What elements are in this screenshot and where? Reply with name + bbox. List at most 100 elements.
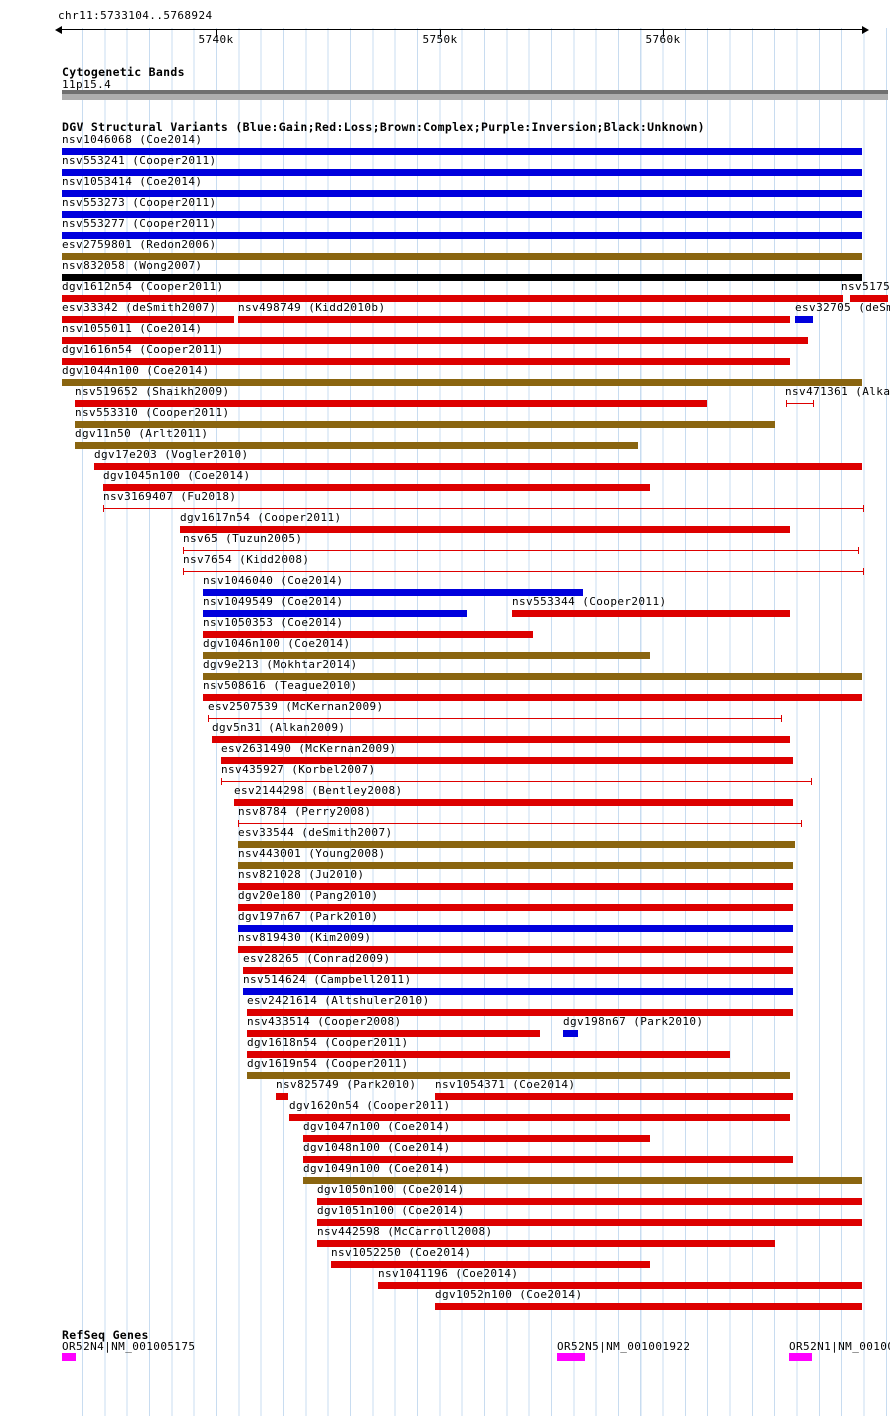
variant-bar[interactable] — [435, 1093, 793, 1100]
variant-bar[interactable] — [303, 1135, 650, 1142]
variant-bar[interactable] — [221, 778, 812, 785]
variant-bar[interactable] — [238, 904, 793, 911]
variant-label: dgv1051n100 (Coe2014) — [317, 1204, 465, 1217]
variant-label: dgv1616n54 (Cooper2011) — [62, 343, 224, 356]
variant-bar[interactable] — [103, 505, 864, 512]
variant-bar[interactable] — [75, 442, 638, 449]
variant-label: dgv1050n100 (Coe2014) — [317, 1183, 465, 1196]
variant-bar[interactable] — [208, 715, 782, 722]
variant-bar[interactable] — [203, 694, 862, 701]
variant-label: dgv198n67 (Park2010) — [563, 1015, 704, 1028]
variant-bar[interactable] — [62, 232, 862, 239]
variant-bar[interactable] — [62, 316, 234, 323]
variant-bar[interactable] — [221, 757, 793, 764]
variant-bar[interactable] — [317, 1219, 862, 1226]
variant-line — [787, 403, 813, 404]
variant-bar[interactable] — [203, 610, 467, 617]
variant-bar[interactable] — [563, 1030, 578, 1037]
variant-bar[interactable] — [435, 1303, 862, 1310]
gene-box[interactable] — [789, 1353, 812, 1361]
variant-bar[interactable] — [238, 946, 793, 953]
variant-label: esv28265 (Conrad2009) — [243, 952, 391, 965]
variant-bar[interactable] — [62, 295, 843, 302]
ruler-tick-label: 5760k — [645, 33, 681, 46]
variant-bar[interactable] — [243, 988, 793, 995]
variant-label: nsv65 (Tuzun2005) — [183, 532, 303, 545]
variant-label: dgv1048n100 (Coe2014) — [303, 1141, 451, 1154]
variant-label: dgv1620n54 (Cooper2011) — [289, 1099, 451, 1112]
variant-bar[interactable] — [238, 883, 793, 890]
variant-label: esv2144298 (Bentley2008) — [234, 784, 403, 797]
gene-box[interactable] — [557, 1353, 585, 1361]
variant-bar[interactable] — [247, 1030, 540, 1037]
variant-bar[interactable] — [238, 925, 793, 932]
variant-bar[interactable] — [203, 673, 862, 680]
variant-bar[interactable] — [62, 148, 862, 155]
variant-bar[interactable] — [62, 253, 862, 260]
variant-bar[interactable] — [212, 736, 790, 743]
variant-bar[interactable] — [62, 337, 808, 344]
variant-bar[interactable] — [203, 631, 533, 638]
variant-label: dgv17e203 (Vogler2010) — [94, 448, 249, 461]
variant-bar[interactable] — [247, 1051, 730, 1058]
ruler-tick-mark — [440, 30, 441, 37]
variant-bar[interactable] — [850, 295, 888, 302]
variant-bar[interactable] — [243, 967, 793, 974]
dgv-section-title: DGV Structural Variants (Blue:Gain;Red:L… — [62, 120, 705, 134]
variant-bar[interactable] — [94, 463, 862, 470]
variant-bar[interactable] — [378, 1282, 862, 1289]
variant-bar[interactable] — [238, 862, 793, 869]
variant-bar[interactable] — [203, 652, 650, 659]
variant-label: dgv1047n100 (Coe2014) — [303, 1120, 451, 1133]
ruler-line — [62, 29, 862, 30]
variant-bar[interactable] — [247, 1009, 793, 1016]
variant-bar[interactable] — [247, 1072, 790, 1079]
variant-bar[interactable] — [303, 1156, 793, 1163]
variant-bar[interactable] — [276, 1093, 288, 1100]
variant-bar[interactable] — [238, 820, 802, 827]
variant-bar[interactable] — [289, 1114, 790, 1121]
variant-bar[interactable] — [203, 589, 583, 596]
variant-bar[interactable] — [238, 316, 790, 323]
variant-bar[interactable] — [62, 379, 862, 386]
refseq-section-title: RefSeq Genes — [62, 1328, 149, 1342]
variant-label: nsv1054371 (Coe2014) — [435, 1078, 576, 1091]
variant-label: nsv519652 (Shaikh2009) — [75, 385, 230, 398]
variant-bar[interactable] — [512, 610, 790, 617]
variant-bar[interactable] — [75, 421, 775, 428]
variant-label: esv2507539 (McKernan2009) — [208, 700, 384, 713]
variant-line — [222, 781, 811, 782]
variant-label: nsv553241 (Cooper2011) — [62, 154, 217, 167]
variant-bar[interactable] — [317, 1198, 862, 1205]
variant-label: nsv1049549 (Coe2014) — [203, 595, 344, 608]
variant-bar[interactable] — [303, 1177, 862, 1184]
variant-bar[interactable] — [62, 358, 790, 365]
variant-bar[interactable] — [103, 484, 650, 491]
variant-bar[interactable] — [238, 841, 795, 848]
variant-bar[interactable] — [62, 211, 862, 218]
cytoband-bar — [62, 90, 888, 100]
variant-bar[interactable] — [62, 169, 862, 176]
variant-label: dgv1045n100 (Coe2014) — [103, 469, 251, 482]
variant-label: nsv514624 (Campbell2011) — [243, 973, 412, 986]
variant-bar[interactable] — [786, 400, 814, 407]
variant-label: nsv1046040 (Coe2014) — [203, 574, 344, 587]
variant-label: nsv553310 (Cooper2011) — [75, 406, 230, 419]
variant-bar[interactable] — [317, 1240, 775, 1247]
variant-bar[interactable] — [62, 190, 862, 197]
variant-bar[interactable] — [234, 799, 793, 806]
variant-label: nsv471361 (Alkan2 — [785, 385, 890, 398]
variant-bar[interactable] — [331, 1261, 650, 1268]
variant-bar[interactable] — [183, 547, 859, 554]
variant-label: dgv1044n100 (Coe2014) — [62, 364, 210, 377]
variant-bar[interactable] — [180, 526, 790, 533]
variant-label: dgv1619n54 (Cooper2011) — [247, 1057, 409, 1070]
gene-box[interactable] — [62, 1353, 76, 1361]
variant-bar[interactable] — [795, 316, 813, 323]
variant-bar[interactable] — [75, 400, 707, 407]
variant-label: nsv553273 (Cooper2011) — [62, 196, 217, 209]
variant-line — [184, 550, 858, 551]
variant-bar[interactable] — [183, 568, 864, 575]
variant-bar[interactable] — [62, 274, 862, 281]
